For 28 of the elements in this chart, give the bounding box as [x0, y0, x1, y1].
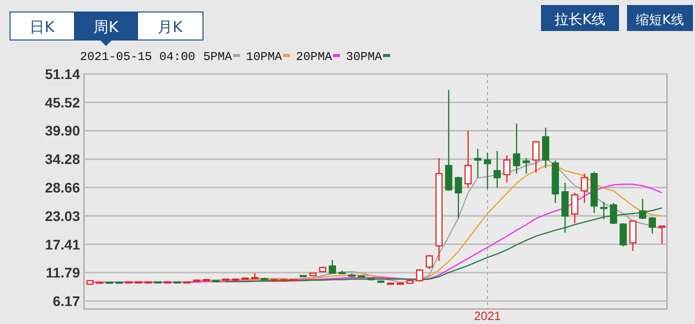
- y-tick-label: 11.79: [46, 264, 80, 281]
- y-tick-label: 28.66: [44, 179, 80, 196]
- text: 日K: [30, 18, 56, 36]
- candlestick: [494, 150, 501, 188]
- legend-label: 30PMA: [346, 50, 383, 64]
- text: 缩短K线: [636, 13, 684, 28]
- candlestick: [522, 157, 530, 174]
- y-tick-label: 23.03: [44, 208, 80, 224]
- x-tick-label: 2021: [474, 309, 502, 323]
- y-tick-label: 6.17: [52, 293, 80, 309]
- line-series: [225, 207, 663, 282]
- text: 周K: [94, 18, 120, 36]
- candlestick: [561, 182, 569, 234]
- candlestick: [474, 148, 482, 178]
- y-tick-label: 51.14: [44, 66, 80, 82]
- candlestick: [600, 201, 608, 220]
- legend-label: 10PMA: [246, 50, 283, 64]
- y-tick-label: 34.28: [44, 151, 80, 168]
- text: 月K: [158, 18, 184, 36]
- candlestick: [435, 157, 443, 262]
- y-tick-label: 39.90: [44, 122, 80, 139]
- text: 拉长K线: [554, 12, 606, 28]
- candlestick: [542, 127, 550, 169]
- legend-label: 5PMA: [203, 50, 233, 64]
- legend-label: 20PMA: [296, 50, 333, 64]
- y-tick-label: 45.52: [44, 94, 80, 110]
- y-tick-label: 17.41: [44, 236, 80, 252]
- chart-subtitle: 2021-05-15 04:00: [80, 50, 196, 64]
